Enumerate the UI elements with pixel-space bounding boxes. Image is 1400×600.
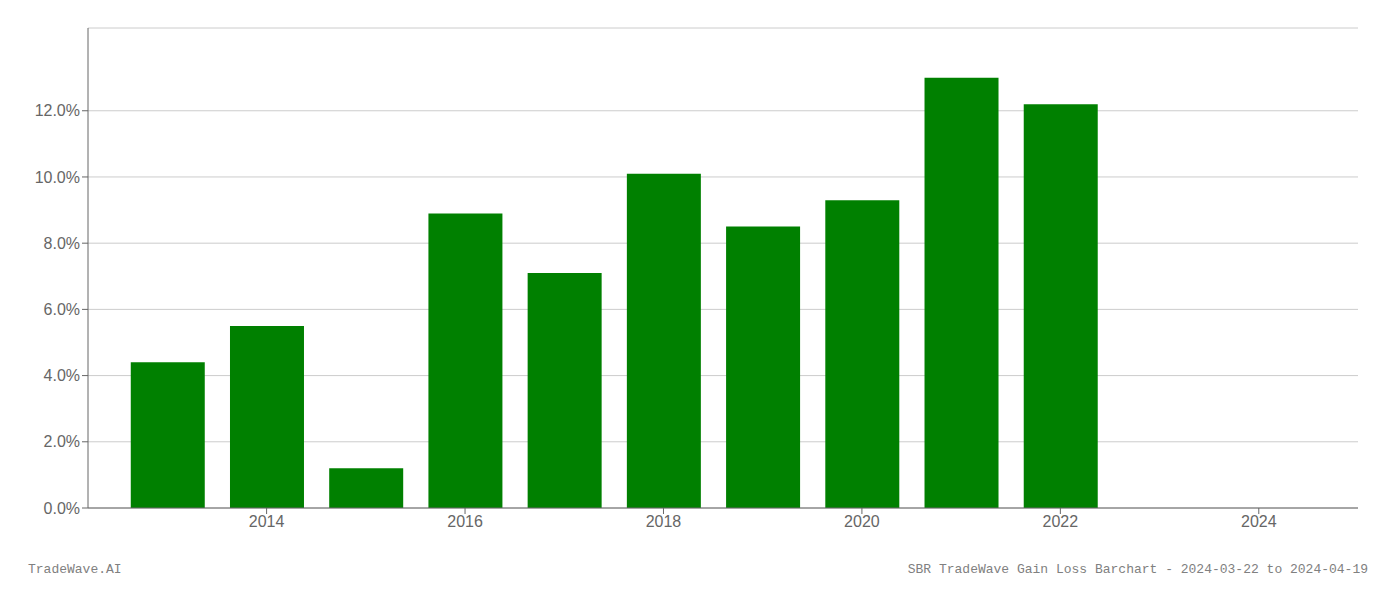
html-text:SBR TradeWave Gain Loss Barcha: SBR TradeWave Gain Loss Barchart - 2024-… [907,562,1368,577]
svg-text:6.0%: 6.0% [44,301,80,318]
svg-text:2022: 2022 [1043,513,1079,530]
svg-text:2018: 2018 [646,513,682,530]
svg-text:4.0%: 4.0% [44,367,80,384]
svg-text:2014: 2014 [249,513,285,530]
svg-text:2016: 2016 [447,513,483,530]
svg-text:0.0%: 0.0% [44,500,80,517]
svg-text:10.0%: 10.0% [35,169,80,186]
svg-text:2020: 2020 [844,513,880,530]
svg-text:12.0%: 12.0% [35,102,80,119]
html-text:TradeWave.AI: TradeWave.AI [28,562,122,577]
svg-text:2024: 2024 [1241,513,1277,530]
svg-text:2.0%: 2.0% [44,433,80,450]
svg-text:8.0%: 8.0% [44,235,80,252]
